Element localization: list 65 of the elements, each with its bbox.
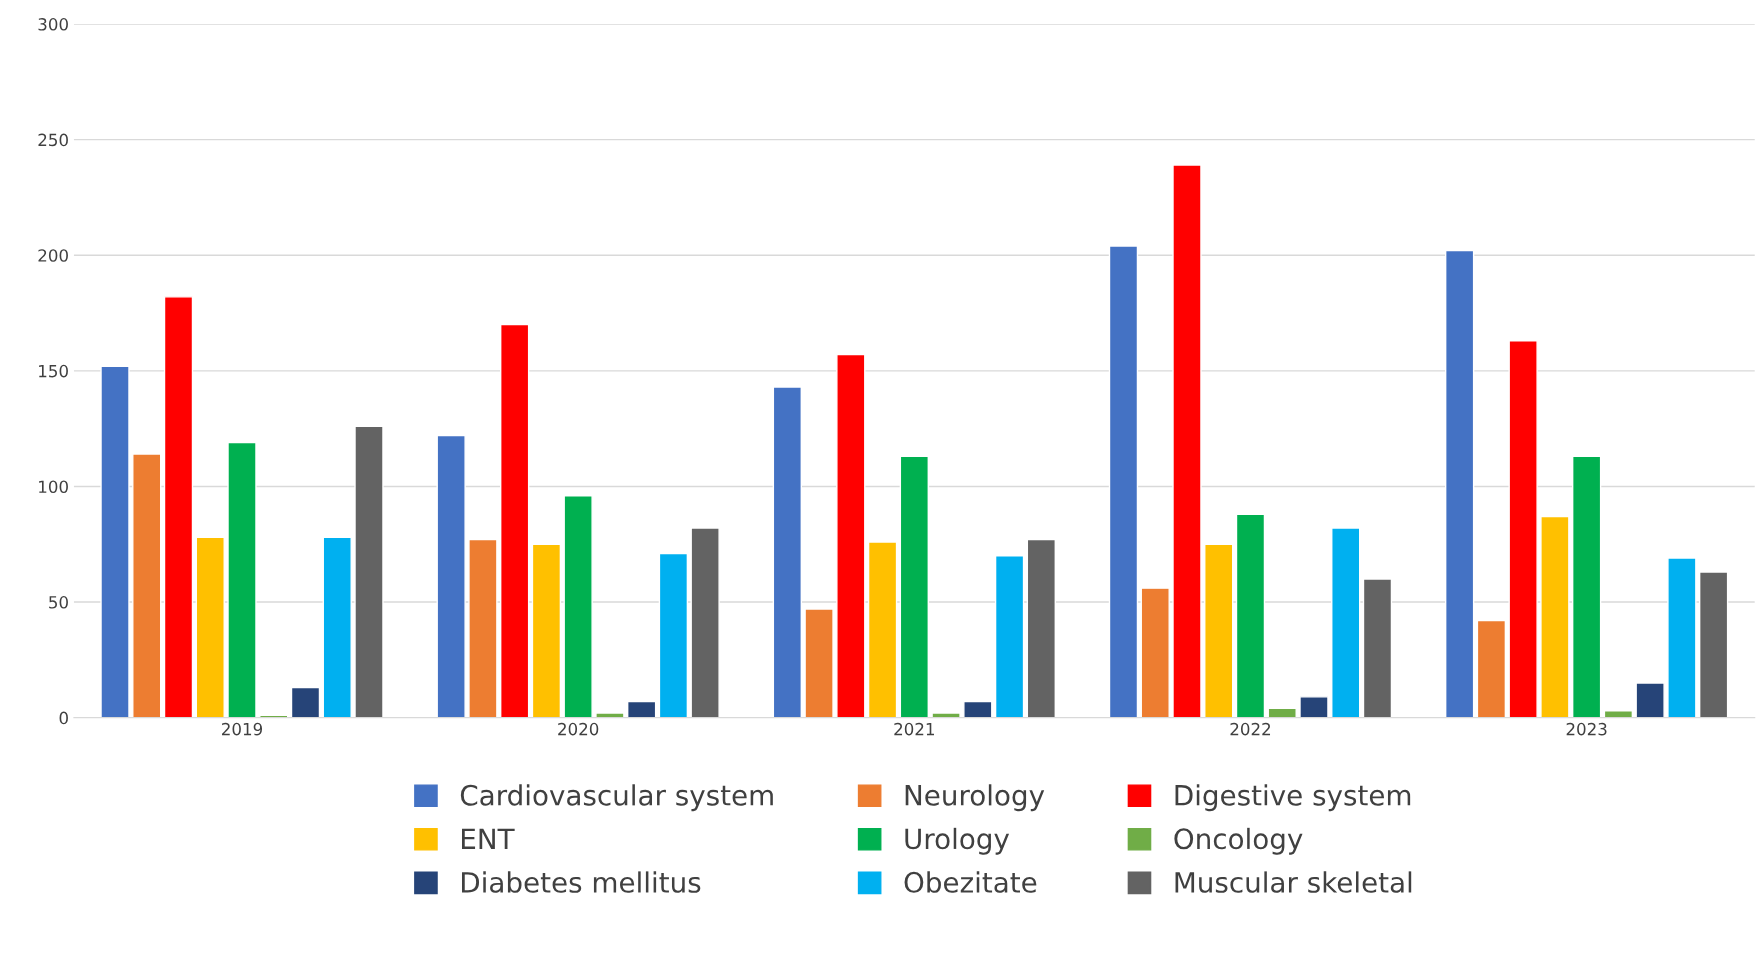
bar: [1540, 515, 1570, 718]
bar: [1444, 249, 1475, 718]
bar: [772, 386, 802, 718]
legend-label: Digestive system: [1175, 784, 1411, 812]
bar: [658, 552, 689, 718]
bar: [468, 538, 498, 718]
bar: [595, 712, 625, 718]
bar: [1331, 527, 1361, 718]
y-tick-label: 200: [38, 249, 68, 262]
y-tick-label: 150: [39, 364, 68, 378]
bar: [1603, 710, 1634, 718]
bar: [1172, 164, 1202, 718]
bar: [1508, 340, 1538, 718]
bar: [1667, 557, 1697, 718]
bar: [931, 712, 961, 718]
y-tick-label: 0: [59, 711, 68, 725]
bar: [1362, 578, 1393, 718]
bar: [1108, 245, 1139, 718]
bar: [436, 434, 466, 718]
legend-label: Neurology: [905, 784, 1045, 812]
bar: [1267, 707, 1297, 718]
x-tick-label: 2021: [894, 722, 934, 736]
bar: [322, 536, 352, 718]
bar: [994, 555, 1025, 718]
bar: [1476, 619, 1507, 718]
bar: [163, 296, 194, 718]
x-tick-label: 2019: [222, 722, 263, 736]
bar: [227, 441, 257, 718]
y-tick-label: 300: [38, 18, 68, 31]
bar: [1635, 682, 1665, 718]
bar: [899, 455, 929, 718]
legend-label: Oncology: [1174, 827, 1303, 855]
bar: [531, 543, 562, 718]
bar: [804, 608, 834, 718]
legend-label: Muscular skeletal: [1175, 871, 1412, 893]
bar: [499, 323, 530, 718]
y-tick-label: 100: [39, 480, 68, 494]
bar: [626, 700, 657, 718]
x-tick-label: 2023: [1566, 722, 1607, 736]
bar: [963, 700, 993, 718]
legend-label: Cardiovascular system: [460, 784, 773, 812]
bar: [1026, 538, 1056, 718]
legend-label: Obezitate: [904, 871, 1037, 893]
bar: [1299, 696, 1329, 718]
bar: [1204, 543, 1234, 718]
bar: [1698, 571, 1729, 718]
bar: [690, 527, 720, 718]
bar: [290, 686, 321, 718]
bar: [867, 541, 898, 718]
legend-label: Diabetes mellitus: [462, 871, 701, 893]
x-tick-label: 2022: [1230, 722, 1271, 736]
bar: [563, 495, 593, 718]
bar: [132, 453, 162, 718]
bar: [836, 353, 866, 718]
bar: [100, 365, 130, 718]
bar: [1571, 455, 1602, 718]
bar: [1235, 513, 1266, 718]
y-tick-label: 250: [38, 133, 68, 147]
y-tick-label: 50: [49, 596, 68, 609]
legend-label: ENT: [462, 828, 515, 849]
bar: [195, 536, 225, 718]
bar: [354, 425, 384, 718]
x-tick-label: 2020: [558, 722, 599, 736]
bar: [1140, 587, 1170, 718]
legend-label: Urology: [905, 827, 1010, 855]
